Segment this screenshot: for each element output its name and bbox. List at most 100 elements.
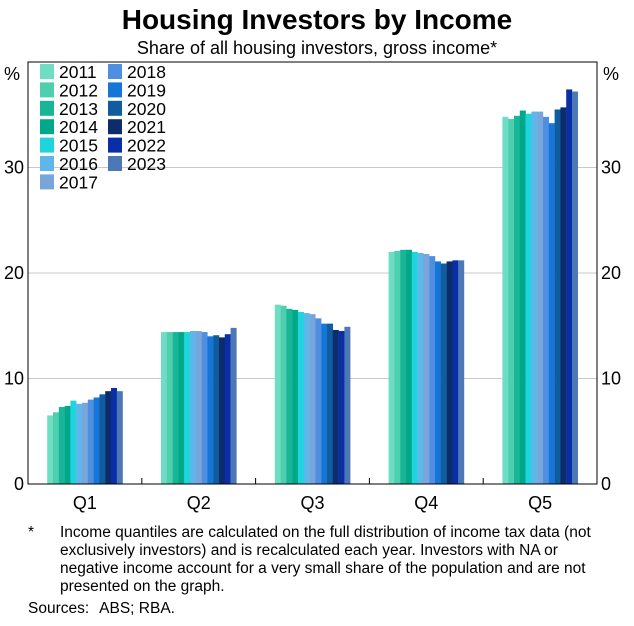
plot-frame — [27, 61, 598, 485]
legend-label: 2022 — [127, 136, 166, 156]
bar — [525, 113, 532, 484]
bar — [560, 107, 567, 485]
legend-swatch — [40, 119, 54, 135]
legend-label: 2016 — [59, 154, 98, 174]
bars — [47, 89, 578, 485]
legend-label: 2020 — [127, 99, 166, 119]
legend-label: 2012 — [59, 80, 98, 100]
legend-label: 2013 — [59, 99, 98, 119]
legend-swatch — [40, 64, 54, 79]
bar — [315, 318, 322, 484]
bar — [548, 123, 555, 484]
bar — [519, 110, 526, 484]
legend-swatch — [108, 82, 122, 98]
bar — [344, 326, 351, 484]
bar — [87, 399, 94, 484]
bar — [446, 261, 453, 484]
bar — [161, 332, 167, 484]
x-tick-label: Q1 — [73, 493, 97, 513]
bar — [178, 332, 185, 484]
bar — [435, 261, 441, 484]
y-axis-unit-left: % — [4, 64, 20, 84]
bar — [417, 252, 424, 484]
footnote: * Income quantiles are calculated on the… — [28, 524, 618, 596]
legend-label: 2018 — [127, 62, 166, 82]
chart-subtitle: Share of all housing investors, gross in… — [136, 38, 498, 58]
bar — [111, 387, 117, 484]
legend-swatch — [108, 100, 122, 116]
bar — [309, 314, 316, 484]
x-tick-label: Q2 — [187, 493, 211, 513]
bar — [572, 91, 578, 484]
x-tick-label: Q3 — [300, 493, 324, 513]
bar — [172, 332, 179, 484]
bar — [394, 250, 401, 484]
bar — [207, 336, 214, 484]
legend-swatch — [40, 100, 54, 116]
legend-swatch — [108, 156, 122, 171]
bar — [327, 323, 333, 484]
legend-swatch — [40, 82, 54, 98]
bar — [99, 394, 106, 484]
legend-swatch — [40, 137, 54, 153]
bar — [508, 118, 515, 484]
bar — [286, 308, 293, 484]
bar — [224, 334, 231, 484]
legend-label: 2021 — [127, 117, 166, 137]
bar — [47, 415, 54, 484]
y-tick-label-right: 0 — [601, 474, 611, 494]
bar — [429, 256, 436, 484]
legend-swatch — [40, 174, 54, 190]
bar — [298, 312, 304, 484]
y-tick-label-left: 30 — [4, 158, 24, 178]
bar — [53, 412, 59, 484]
bar — [184, 332, 191, 484]
bar — [440, 263, 447, 484]
bar — [82, 402, 88, 484]
bar — [190, 331, 196, 484]
bar — [166, 332, 173, 484]
bar — [116, 391, 123, 484]
bar — [303, 313, 310, 484]
legend-label: 2015 — [59, 136, 98, 156]
y-tick-label-right: 30 — [601, 158, 621, 178]
bar — [543, 116, 549, 485]
bar — [502, 116, 509, 485]
bar — [388, 251, 395, 484]
chart-title: Housing Investors by Income — [121, 4, 513, 35]
legend-label: 2011 — [59, 62, 97, 82]
bar — [537, 111, 544, 485]
bar — [423, 254, 430, 484]
bar — [93, 397, 100, 484]
bar — [531, 111, 538, 485]
sources: Sources: ABS; RBA. — [28, 600, 175, 618]
y-tick-label-right: 10 — [601, 369, 621, 389]
legend-label: 2014 — [59, 117, 98, 137]
bar — [213, 335, 220, 484]
bar — [332, 329, 339, 484]
bar — [195, 331, 202, 484]
bar — [458, 260, 465, 484]
bar — [274, 304, 281, 484]
bar — [219, 337, 225, 484]
legend-swatch — [108, 64, 122, 79]
legend-label: 2017 — [59, 172, 98, 192]
y-tick-label-left: 20 — [4, 263, 24, 283]
sources-label: Sources: — [28, 600, 90, 617]
bar — [105, 391, 112, 484]
legend-swatch — [108, 137, 122, 153]
footnote-marker: * — [28, 524, 35, 541]
bar — [452, 260, 459, 484]
bar — [292, 309, 299, 484]
legend-swatch — [40, 156, 54, 171]
bar — [400, 249, 407, 484]
bar — [566, 89, 573, 485]
y-tick-label-right: 20 — [601, 263, 621, 283]
bar — [514, 115, 520, 485]
legend-label: 2023 — [127, 154, 166, 174]
bar — [338, 331, 345, 484]
y-tick-label-left: 10 — [4, 369, 24, 389]
x-tick-label: Q5 — [528, 493, 552, 513]
